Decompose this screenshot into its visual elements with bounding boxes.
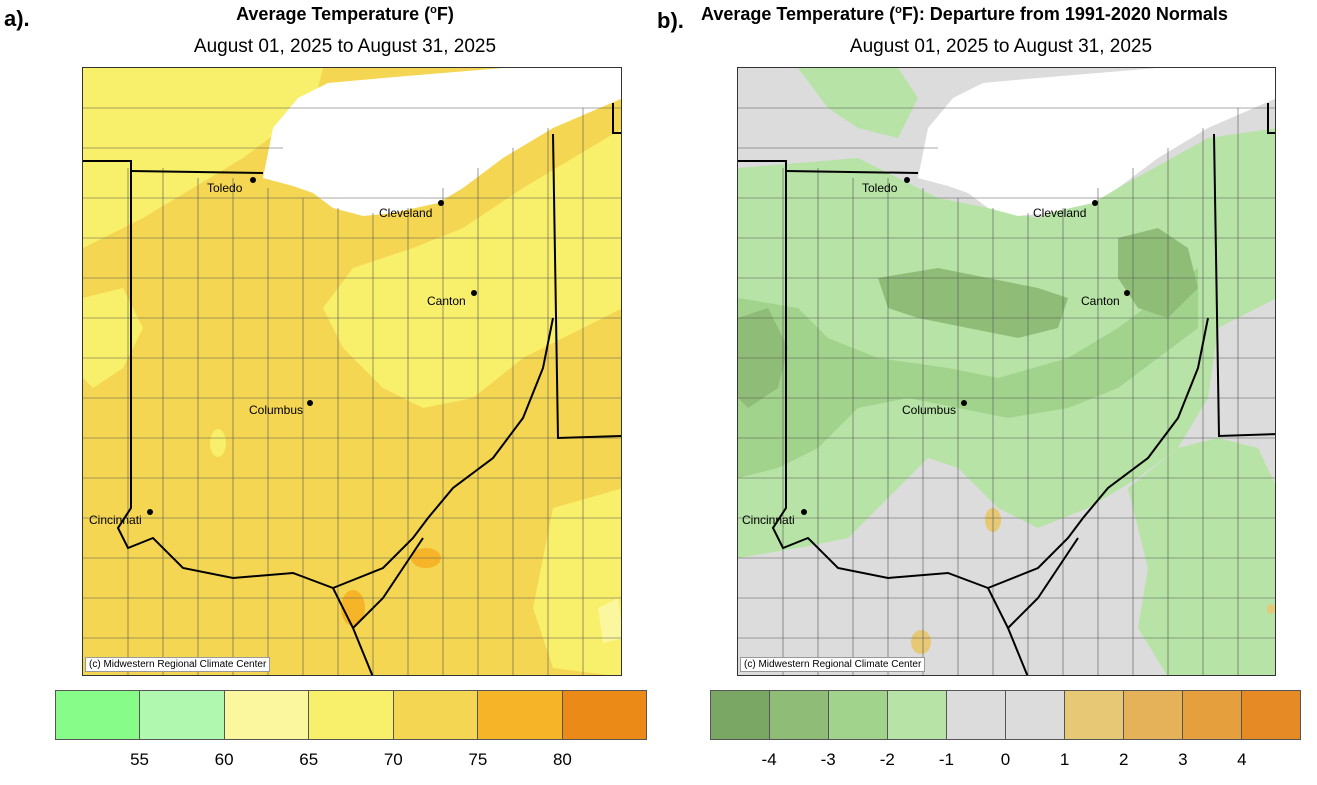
panel-b: b). Average Temperature (oF): Departure …: [655, 0, 1317, 785]
city-dot-toledo: [250, 177, 256, 183]
city-label-cleveland: Cleveland: [379, 206, 432, 220]
legend-swatch: [309, 691, 394, 739]
legend-tick-label: -2: [879, 750, 895, 769]
legend-tick-label: 4: [1237, 750, 1247, 769]
map-zone-green: [738, 68, 918, 138]
legend-swatch: [1124, 691, 1183, 739]
map-title: Average Temperature (oF): Departure from…: [701, 4, 1228, 24]
legend-tick-label: -1: [938, 750, 954, 769]
city-dot-canton: [1124, 290, 1130, 296]
city-dot-toledo: [904, 177, 910, 183]
city-label-canton: Canton: [427, 294, 466, 308]
map-zone-light: [533, 488, 621, 675]
departure-map: Toledo Cleveland Canton Columbus Cincinn…: [737, 67, 1276, 676]
map-zone-pale: [598, 598, 621, 643]
legend-tick-label: 3: [1178, 750, 1188, 769]
color-legend: [55, 690, 647, 740]
legend-swatch: [829, 691, 888, 739]
copyright-note: (c) Midwestern Regional Climate Center: [740, 657, 926, 672]
legend-swatch: [947, 691, 1006, 739]
map-zone-pale: [210, 429, 226, 457]
legend-ticks: 55 60 65 70 75 80: [55, 750, 647, 774]
county-lines: [83, 107, 621, 675]
city-label-cleveland: Cleveland: [1033, 206, 1086, 220]
legend-swatch: [888, 691, 947, 739]
state-lines: [738, 103, 1275, 675]
map-zone-tan: [1267, 604, 1275, 614]
state-lines: [83, 103, 621, 675]
legend-ticks: -4 -3 -2 -1 0 1 2 3 4: [710, 750, 1301, 774]
legend-tick-label: 75: [468, 750, 488, 769]
legend-swatch: [140, 691, 225, 739]
legend-swatch: [56, 691, 141, 739]
map-zone-dark: [878, 268, 1068, 338]
map-zone-dark: [1118, 228, 1198, 318]
map-title: Average Temperature (oF): [236, 4, 454, 24]
temperature-map: Toledo Cleveland Canton Columbus Cincinn…: [82, 67, 622, 676]
map-zone-green: [1128, 438, 1275, 675]
legend-tick-label: 1: [1059, 750, 1070, 769]
legend-swatch: [711, 691, 770, 739]
city-label-cincinnati: Cincinnati: [742, 513, 795, 527]
legend-swatch: [1183, 691, 1242, 739]
legend-tick-label: 55: [130, 750, 150, 769]
city-dot-canton: [471, 290, 477, 296]
legend-swatch: [1065, 691, 1124, 739]
city-dot-cincinnati: [147, 509, 153, 515]
city-dot-cleveland: [438, 200, 444, 206]
map-svg-b: Toledo Cleveland Canton Columbus Cincinn…: [738, 68, 1275, 675]
legend-tick-label: 0: [1000, 750, 1011, 769]
map-zone-light: [323, 129, 621, 408]
city-dot-cleveland: [1092, 200, 1098, 206]
city-dot-columbus: [961, 400, 967, 406]
legend-swatch: [478, 691, 563, 739]
map-zone-light: [83, 68, 323, 248]
map-zone-tan: [911, 630, 931, 654]
legend-swatch: [1006, 691, 1065, 739]
map-svg-a: Toledo Cleveland Canton Columbus Cincinn…: [83, 68, 621, 675]
legend-swatch: [393, 691, 479, 739]
legend-swatch: [1242, 691, 1300, 739]
city-dot-columbus: [307, 400, 313, 406]
city-markers: Toledo Cleveland Canton Columbus Cincinn…: [742, 177, 1130, 527]
map-zone-mid: [738, 268, 1198, 478]
legend-tick-label: -3: [820, 750, 836, 769]
map-subtitle: August 01, 2025 to August 31, 2025: [193, 36, 497, 57]
legend-tick-label: 65: [299, 750, 319, 769]
city-label-toledo: Toledo: [207, 181, 243, 195]
city-label-canton: Canton: [1081, 294, 1120, 308]
city-label-columbus: Columbus: [249, 403, 303, 417]
panel-letter: a).: [4, 6, 30, 31]
city-label-columbus: Columbus: [902, 403, 956, 417]
legend-tick-label: 2: [1118, 750, 1129, 769]
legend-swatch: [770, 691, 829, 739]
legend-tick-label: -4: [761, 750, 777, 769]
legend-tick-label: 60: [214, 750, 234, 769]
lake-erie: [263, 68, 621, 216]
panel-a: a). Average Temperature (oF) August 01, …: [0, 0, 655, 785]
legend-swatch: [224, 691, 310, 739]
legend-tick-label: 80: [552, 750, 572, 769]
map-subtitle: August 01, 2025 to August 31, 2025: [849, 36, 1153, 57]
lake-erie: [918, 68, 1275, 216]
city-dot-cincinnati: [801, 509, 807, 515]
color-legend: [710, 690, 1301, 740]
city-label-cincinnati: Cincinnati: [89, 513, 142, 527]
copyright-note: (c) Midwestern Regional Climate Center: [85, 657, 271, 672]
legend-swatch: [562, 691, 646, 739]
county-lines: [738, 107, 1275, 675]
city-markers: Toledo Cleveland Canton Columbus Cincinn…: [89, 177, 477, 527]
panel-letter: b).: [657, 8, 684, 33]
city-label-toledo: Toledo: [862, 181, 898, 195]
legend-tick-label: 70: [383, 750, 403, 769]
